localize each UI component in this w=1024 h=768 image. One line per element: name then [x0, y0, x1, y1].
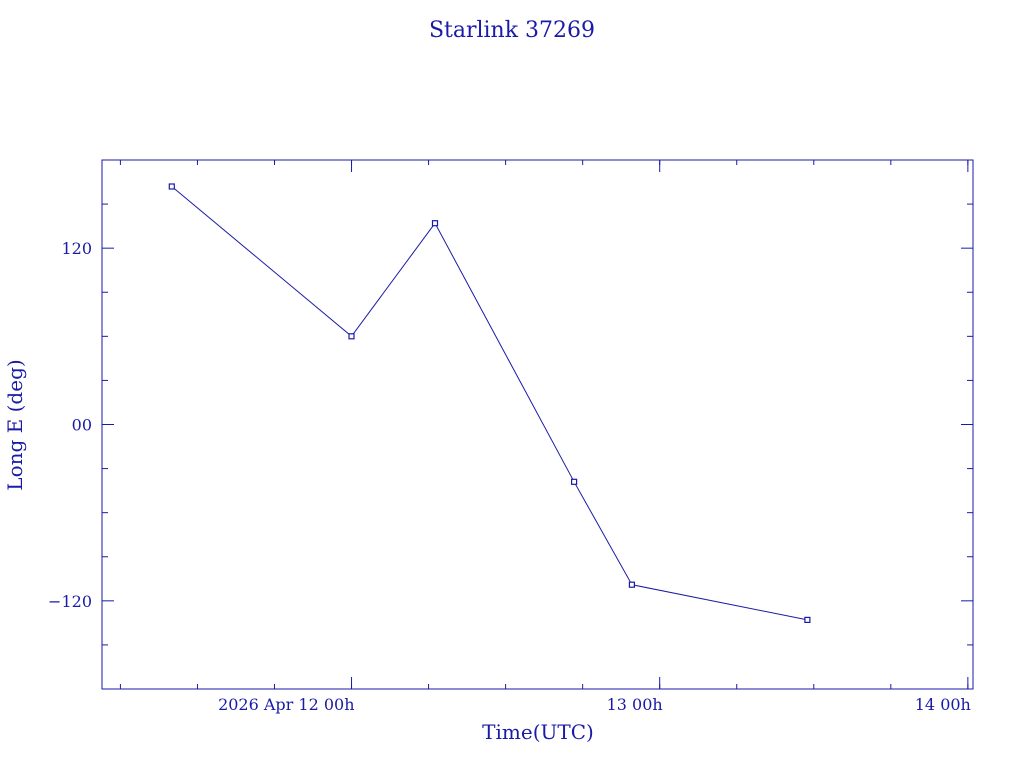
y-tick-label: −120	[48, 592, 92, 611]
plot-frame	[101, 159, 974, 690]
data-point	[570, 478, 578, 485]
y-axis-label: Long E (deg)	[3, 359, 27, 490]
y-tick-labels: −120 00 120	[48, 239, 92, 611]
y-tick-label: 120	[61, 239, 92, 258]
data-point	[804, 616, 811, 624]
x-tick-label: 14 00h	[915, 695, 971, 714]
series-layer	[168, 183, 811, 624]
data-point	[431, 220, 439, 227]
x-tick-labels: 2026 Apr 12 00h 13 00h 14 00h	[218, 695, 971, 714]
x-major-ticks	[351, 160, 969, 689]
chart-title: Starlink 37269	[429, 18, 595, 43]
x-tick-label: 13 00h	[607, 695, 663, 714]
series-line	[171, 186, 808, 621]
data-point	[348, 333, 355, 340]
data-point	[168, 183, 175, 190]
x-tick-label: 2026 Apr 12 00h	[218, 695, 354, 714]
x-axis-label: Time(UTC)	[482, 720, 594, 744]
y-tick-label: 00	[72, 416, 92, 435]
data-point	[628, 581, 636, 588]
x-minor-ticks	[119, 160, 969, 689]
y-ticks	[102, 203, 973, 646]
